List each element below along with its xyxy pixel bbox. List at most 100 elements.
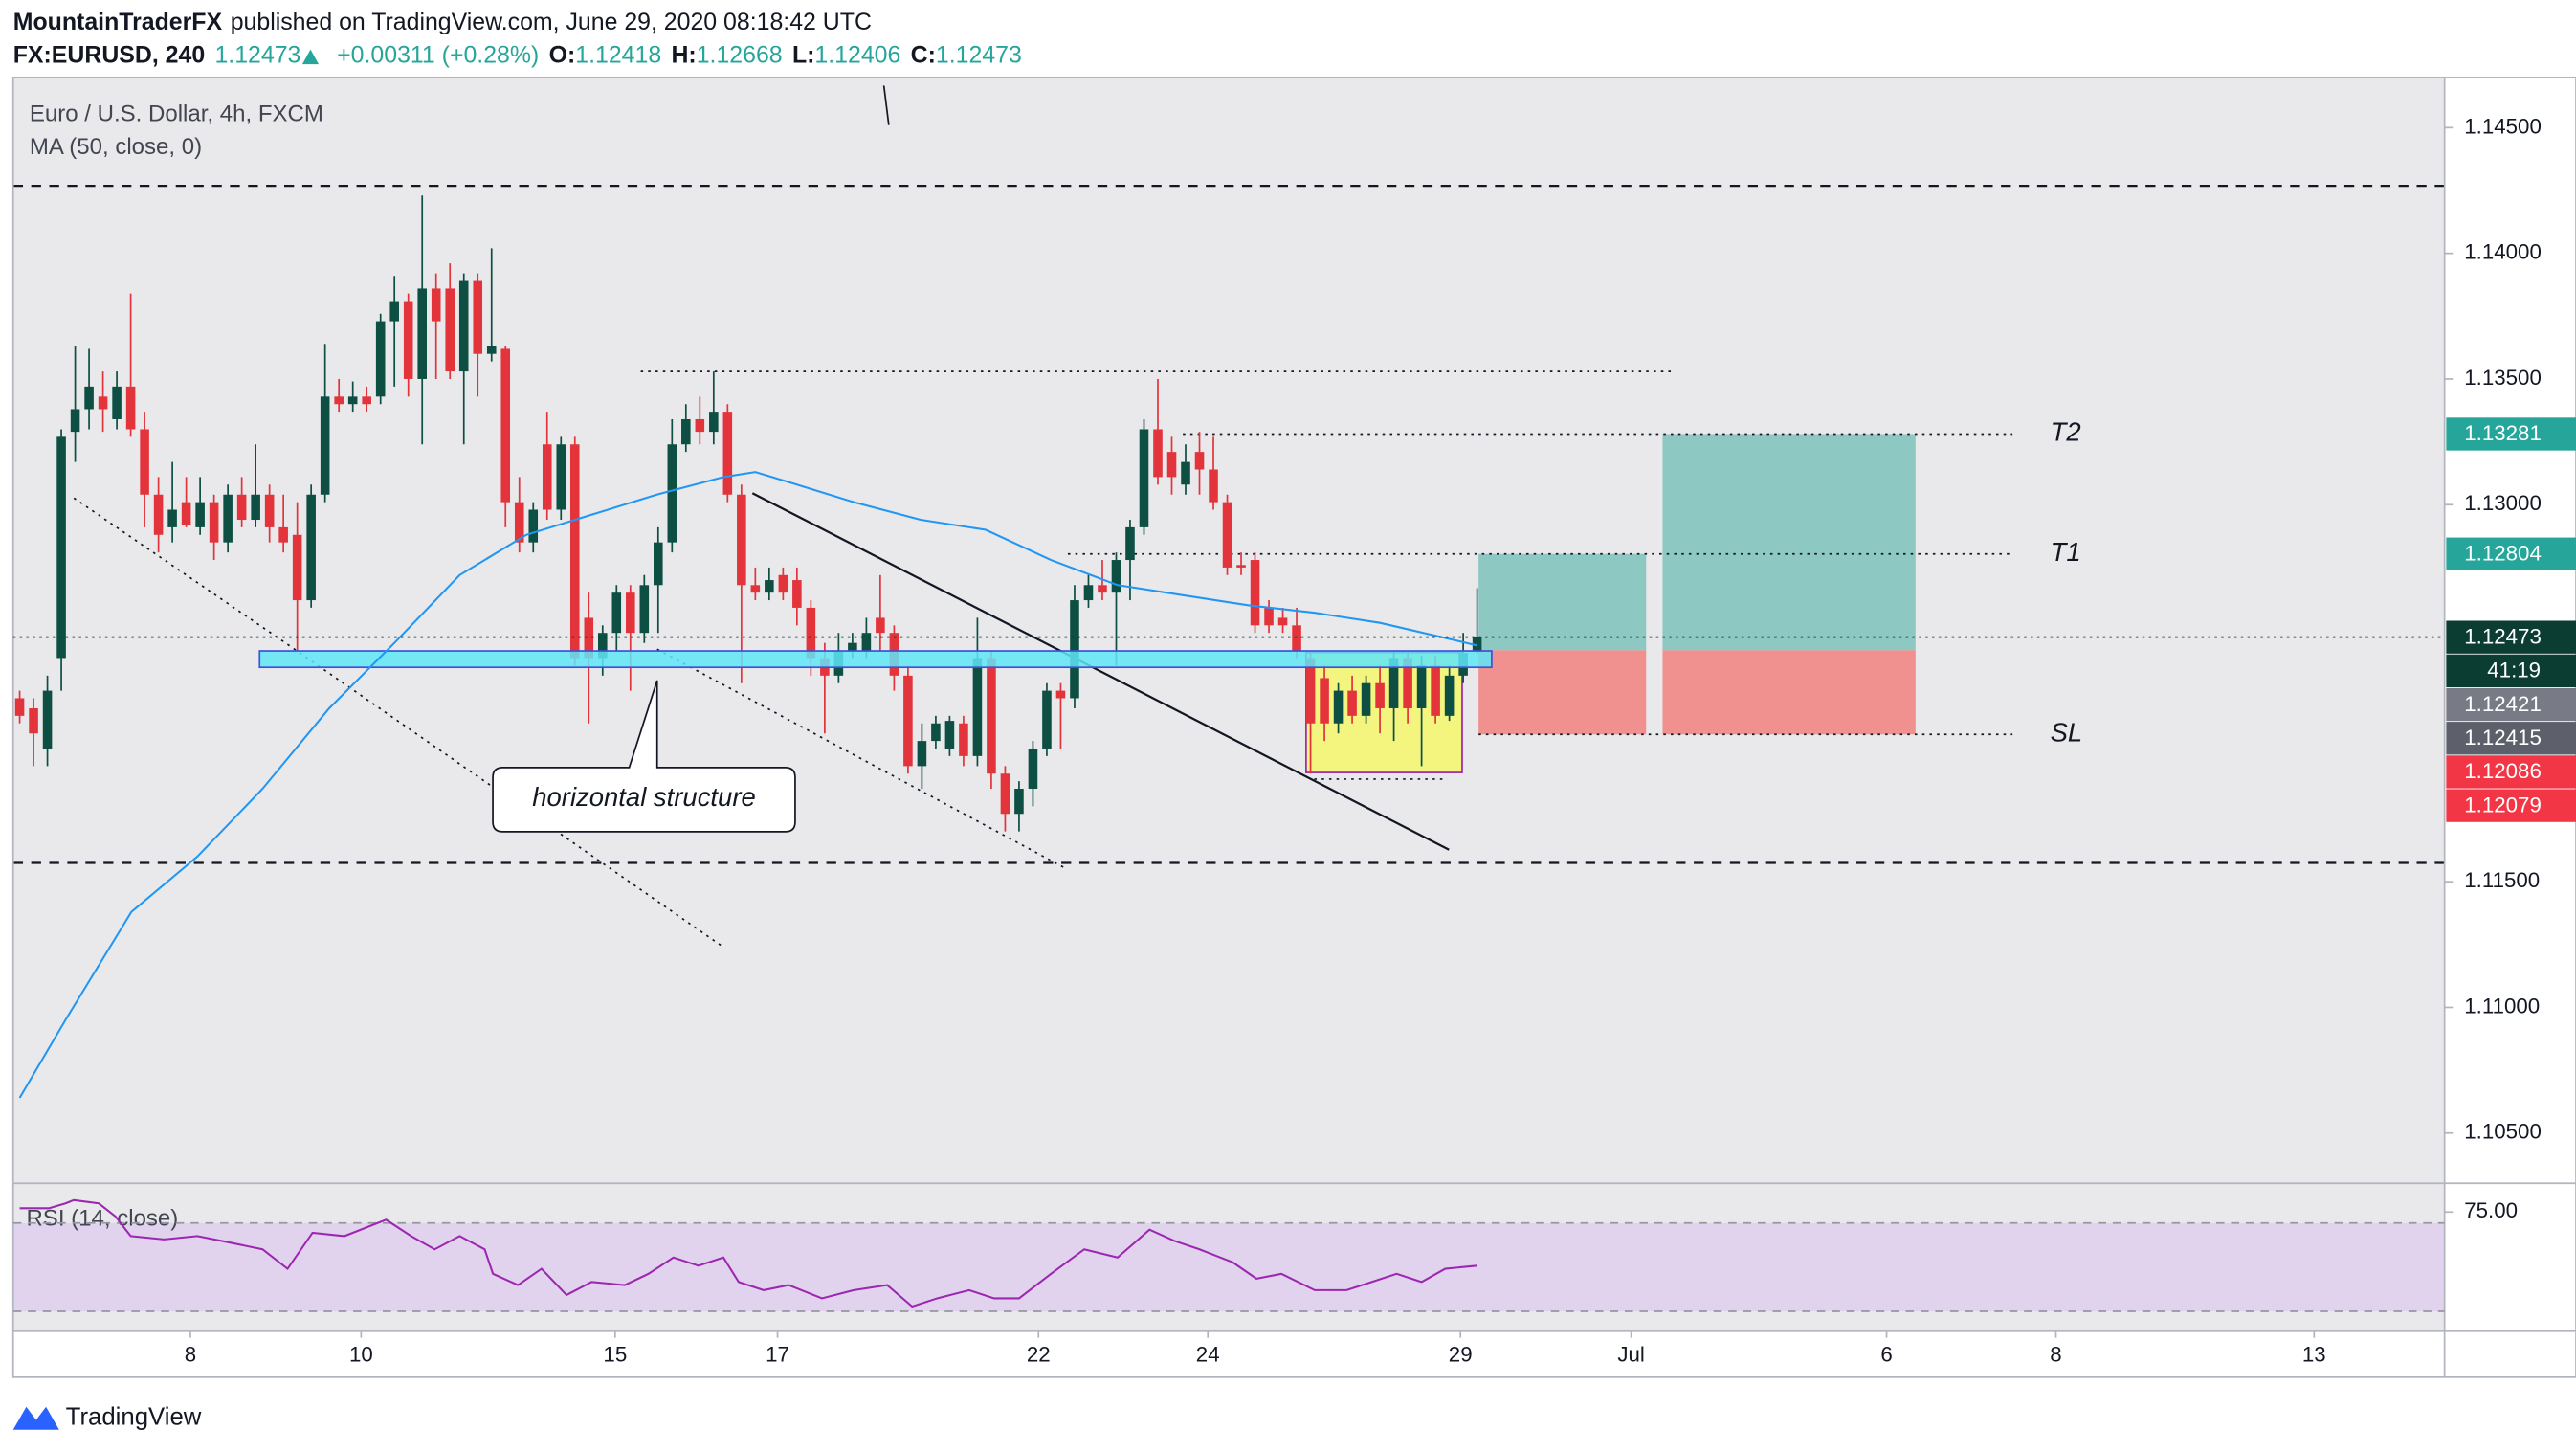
candle-body — [431, 288, 441, 322]
price-badge — [2446, 654, 2576, 688]
brand-logo — [12, 1406, 59, 1430]
candle-body — [223, 494, 233, 543]
target-zone — [1478, 553, 1647, 651]
candle-body — [1277, 617, 1288, 626]
x-tick-label: 10 — [349, 1342, 373, 1366]
candle-body — [1305, 658, 1316, 724]
candle-body — [445, 288, 455, 372]
price-badge — [2446, 620, 2576, 654]
candle-body — [667, 444, 677, 543]
x-tick-label: 6 — [1880, 1342, 1892, 1366]
candle-body — [1042, 690, 1052, 749]
published: published on TradingView.com, June 29, 2… — [231, 9, 872, 35]
candle-body — [236, 494, 247, 521]
candle-body — [1361, 682, 1371, 716]
up-arrow — [301, 49, 320, 65]
x-tick-label: 15 — [603, 1342, 627, 1366]
candle-body — [806, 607, 816, 659]
price-badge — [2446, 537, 2576, 570]
x-tick-label: 24 — [1196, 1342, 1220, 1366]
candle-body — [1014, 789, 1024, 815]
rsi-tick-label: 75.00 — [2464, 1198, 2518, 1222]
candle-body — [792, 580, 802, 608]
price-badge-label: 1.12473 — [2464, 624, 2542, 648]
cursor-mark — [882, 85, 890, 125]
frame — [11, 76, 2576, 1378]
candle-body — [334, 396, 344, 405]
candle-body — [611, 592, 622, 634]
candle-body — [737, 494, 746, 586]
candle-body — [709, 412, 719, 433]
candle-body — [56, 436, 66, 659]
candle-body — [42, 690, 53, 749]
x-tick-label: 22 — [1027, 1342, 1051, 1366]
candle-body — [514, 502, 524, 543]
candle-body — [1222, 502, 1232, 568]
candle-body — [1194, 452, 1205, 470]
x-tick-label: Jul — [1617, 1342, 1645, 1366]
candle-body — [542, 444, 552, 510]
candle-body — [1236, 565, 1246, 568]
candle-body — [486, 346, 497, 354]
x-tick-label: 17 — [766, 1342, 789, 1366]
price-badge-label: 1.12079 — [2464, 793, 2542, 816]
candle-body — [1083, 585, 1094, 601]
ohlc-label: O: — [549, 41, 576, 68]
target-label: T1 — [2051, 537, 2081, 567]
candle-body — [500, 348, 511, 503]
candle-body — [917, 741, 927, 767]
y-tick-label: 1.10500 — [2464, 1120, 2542, 1144]
candle-body — [1444, 675, 1455, 716]
candle-body — [403, 301, 413, 379]
price-badge-label: 1.12415 — [2464, 726, 2542, 749]
candle-body — [722, 412, 733, 495]
candle-body — [29, 707, 38, 734]
price-badge-label: 1.12421 — [2464, 692, 2542, 716]
x-tick-label: 13 — [2302, 1342, 2326, 1366]
y-tick-label: 1.14000 — [2464, 240, 2542, 264]
candle-body — [375, 321, 386, 397]
x-tick-label: 8 — [185, 1342, 196, 1366]
ma-line — [18, 471, 1477, 1099]
rsi-band — [12, 1222, 2445, 1312]
candle-body — [1472, 637, 1482, 652]
ohlc-value: 1.12668 — [697, 41, 783, 68]
candle-body — [1111, 560, 1121, 593]
candle-body — [654, 542, 663, 586]
candle-body — [320, 396, 330, 495]
symbol: FX:EURUSD, 240 — [13, 41, 205, 68]
candle-body — [70, 409, 80, 433]
ohlc-value: 1.12473 — [936, 41, 1022, 68]
price-badge-label: 1.13281 — [2464, 421, 2542, 445]
ohlc-value: 1.12418 — [575, 41, 661, 68]
candle-body — [264, 494, 275, 527]
candle-body — [1333, 690, 1344, 724]
position-tool — [1067, 433, 2013, 736]
candle-body — [750, 585, 761, 593]
ohlc-value: 1.12406 — [814, 41, 900, 68]
x-tick-label: 8 — [2050, 1342, 2061, 1366]
candle-body — [903, 675, 913, 767]
y-tick-label: 1.13000 — [2464, 491, 2542, 515]
candle-body — [959, 723, 968, 756]
candle-body — [1375, 682, 1385, 708]
price-badge — [2446, 417, 2576, 451]
trendline-dotted — [73, 497, 288, 645]
candle-body — [1153, 429, 1163, 478]
author: MountainTraderFX — [13, 9, 223, 35]
candle-body — [597, 633, 608, 659]
candles — [14, 195, 1482, 832]
candle-body — [972, 658, 983, 756]
candle-body — [181, 502, 191, 525]
candle-body — [458, 280, 469, 372]
callout-box — [492, 680, 796, 833]
candle-body — [1416, 665, 1427, 708]
publish-line: MountainTraderFX published on TradingView… — [13, 9, 872, 35]
price-badge-label: 1.12804 — [2464, 541, 2542, 565]
candle-body — [1000, 773, 1010, 815]
candle-body — [98, 396, 108, 410]
candle-body — [876, 617, 885, 634]
candle-body — [1181, 461, 1190, 485]
candle-body — [473, 280, 483, 354]
price-badge-label: 1.12086 — [2464, 759, 2542, 783]
